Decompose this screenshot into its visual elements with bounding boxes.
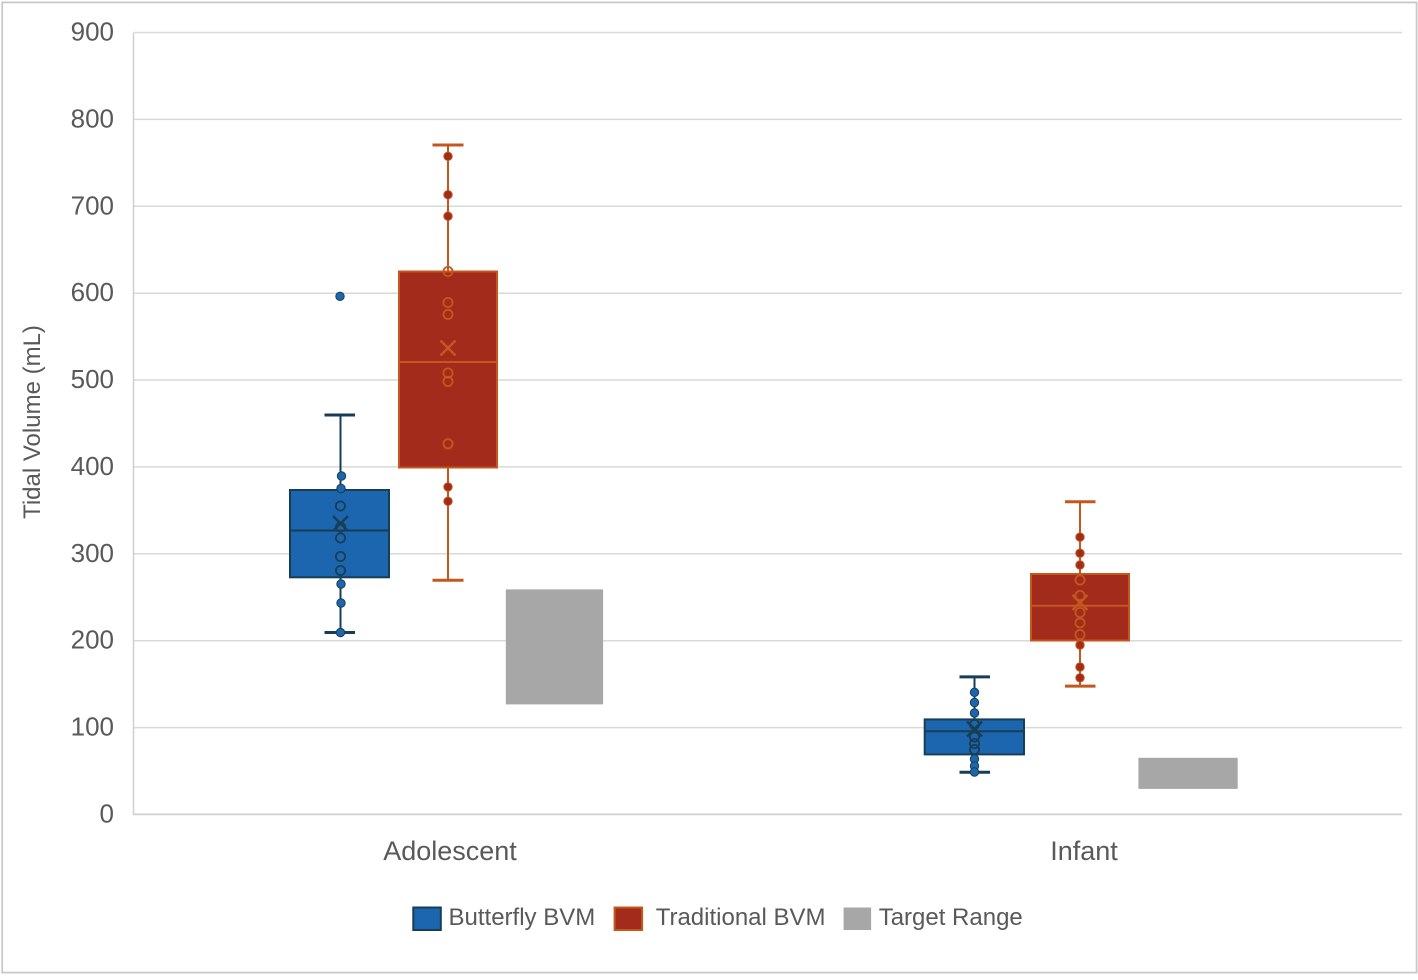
svg-text:0: 0 — [100, 798, 114, 828]
svg-text:100: 100 — [71, 712, 114, 742]
svg-text:600: 600 — [71, 277, 114, 307]
svg-text:Tidal Volume (mL): Tidal Volume (mL) — [19, 325, 46, 519]
svg-text:700: 700 — [71, 190, 114, 220]
svg-text:Adolescent: Adolescent — [383, 836, 517, 866]
svg-text:800: 800 — [71, 103, 114, 133]
svg-text:900: 900 — [71, 17, 114, 47]
svg-text:Target Range: Target Range — [879, 904, 1023, 931]
svg-text:500: 500 — [71, 364, 114, 394]
svg-text:Butterfly BVM: Butterfly BVM — [449, 904, 596, 931]
svg-text:200: 200 — [71, 625, 114, 655]
svg-text:Traditional BVM: Traditional BVM — [656, 904, 826, 931]
svg-text:Infant: Infant — [1050, 836, 1118, 866]
svg-text:300: 300 — [71, 538, 114, 568]
svg-text:400: 400 — [71, 451, 114, 481]
